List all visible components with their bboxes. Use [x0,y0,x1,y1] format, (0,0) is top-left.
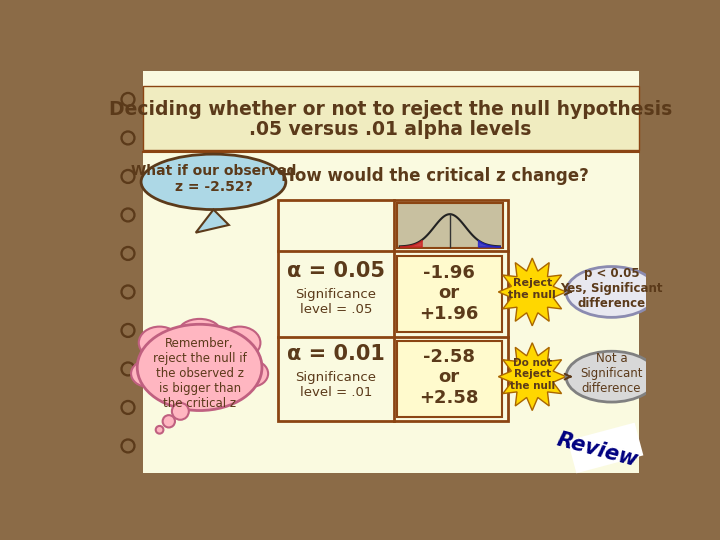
Circle shape [123,249,132,258]
Circle shape [123,172,132,181]
Ellipse shape [139,327,180,359]
Text: Not a
Significant
difference: Not a Significant difference [580,352,643,395]
Text: -1.96
or
+1.96: -1.96 or +1.96 [419,264,479,323]
Circle shape [121,323,135,338]
Circle shape [121,170,135,184]
Text: Review: Review [555,429,641,470]
Circle shape [123,364,132,374]
Circle shape [123,403,132,412]
Circle shape [156,426,163,434]
Text: How would the critical z change?: How would the critical z change? [281,167,588,185]
Circle shape [123,326,132,335]
Circle shape [123,95,132,104]
FancyBboxPatch shape [397,256,503,332]
Text: Deciding whether or not to reject the null hypothesis: Deciding whether or not to reject the nu… [109,100,672,119]
Circle shape [123,287,132,296]
Text: Reject
the null: Reject the null [508,278,556,300]
Ellipse shape [566,267,657,318]
Ellipse shape [219,327,261,359]
Text: -2.58
or
+2.58: -2.58 or +2.58 [419,348,479,407]
Bar [278,200,508,421]
Text: α = 0.01: α = 0.01 [287,345,384,364]
Text: Do not
Reject
the null: Do not Reject the null [510,357,555,391]
FancyBboxPatch shape [397,341,503,417]
Text: Significance
level = .05: Significance level = .05 [295,288,377,316]
Text: .05 versus .01 alpha levels: .05 versus .01 alpha levels [249,120,532,139]
Ellipse shape [235,361,268,387]
Bar [113,71,143,473]
Polygon shape [498,343,566,410]
Polygon shape [196,210,229,233]
Ellipse shape [138,325,262,410]
Ellipse shape [131,361,163,387]
Circle shape [121,208,135,222]
Bar [567,423,644,473]
Circle shape [123,211,132,220]
Text: Significance
level = .01: Significance level = .01 [295,371,377,399]
Bar [143,86,639,150]
Circle shape [163,415,175,428]
Bar [397,202,503,248]
Circle shape [121,92,135,106]
Polygon shape [498,258,566,326]
Circle shape [123,133,132,143]
Circle shape [121,401,135,414]
Text: Remember,
reject the null if
the observed z
is bigger than
the critical z: Remember, reject the null if the observe… [153,337,246,410]
Circle shape [121,247,135,260]
Circle shape [172,403,189,420]
Circle shape [123,441,132,450]
Circle shape [121,131,135,145]
Ellipse shape [141,154,286,210]
Circle shape [121,439,135,453]
Text: What if our observed
z = -2.52?: What if our observed z = -2.52? [131,164,296,194]
Circle shape [121,362,135,376]
Text: α = 0.05: α = 0.05 [287,261,385,281]
Text: p < 0.05
Yes, Significant
difference: p < 0.05 Yes, Significant difference [560,267,663,310]
Ellipse shape [178,319,221,347]
Ellipse shape [566,351,657,402]
Circle shape [121,285,135,299]
